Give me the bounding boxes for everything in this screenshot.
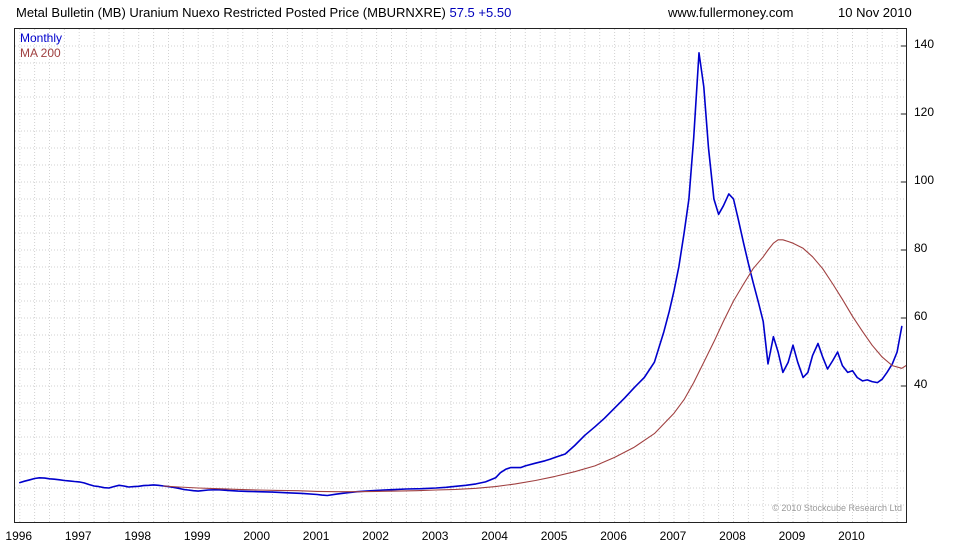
chart-header: Metal Bulletin (MB) Uranium Nuexo Restri…	[0, 5, 980, 27]
instrument-name: Metal Bulletin (MB) Uranium Nuexo Restri…	[16, 5, 446, 20]
x-axis-label: 2008	[719, 529, 746, 543]
website-url: www.fullermoney.com	[668, 5, 794, 20]
x-axis-label: 2001	[302, 529, 330, 543]
chart-date: 10 Nov 2010	[838, 5, 912, 20]
x-axis-label: 2010	[838, 529, 865, 543]
x-axis-label: 1996	[5, 529, 33, 543]
copyright-notice: © 2010 Stockcube Research Ltd	[772, 503, 902, 513]
y-axis-label: 140	[914, 37, 935, 51]
x-axis-label: 2009	[778, 529, 806, 543]
x-axis-label: 2002	[362, 529, 389, 543]
x-axis-label: 1998	[124, 529, 152, 543]
chart-legend: Monthly MA 200	[20, 31, 62, 61]
y-axis-label: 120	[914, 105, 935, 119]
x-axis-label: 2000	[243, 529, 271, 543]
plot-area	[14, 28, 907, 523]
x-axis-label: 2005	[540, 529, 568, 543]
chart-title: Metal Bulletin (MB) Uranium Nuexo Restri…	[16, 5, 511, 20]
y-axis-label: 40	[914, 377, 928, 391]
legend-item-ma200: MA 200	[20, 46, 61, 60]
price-chart	[15, 29, 906, 522]
x-axis-label: 1999	[183, 529, 211, 543]
x-axis-label: 1997	[64, 529, 92, 543]
x-axis-label: 2007	[659, 529, 687, 543]
y-axis-label: 100	[914, 173, 935, 187]
last-price: 57.5	[449, 5, 475, 20]
x-axis-label: 2004	[481, 529, 508, 543]
legend-item-monthly: Monthly	[20, 31, 63, 45]
y-axis-label: 80	[914, 241, 928, 255]
y-axis-label: 60	[914, 309, 928, 323]
x-axis-label: 2006	[600, 529, 627, 543]
x-axis-label: 2003	[421, 529, 449, 543]
price-change: +5.50	[478, 5, 512, 20]
